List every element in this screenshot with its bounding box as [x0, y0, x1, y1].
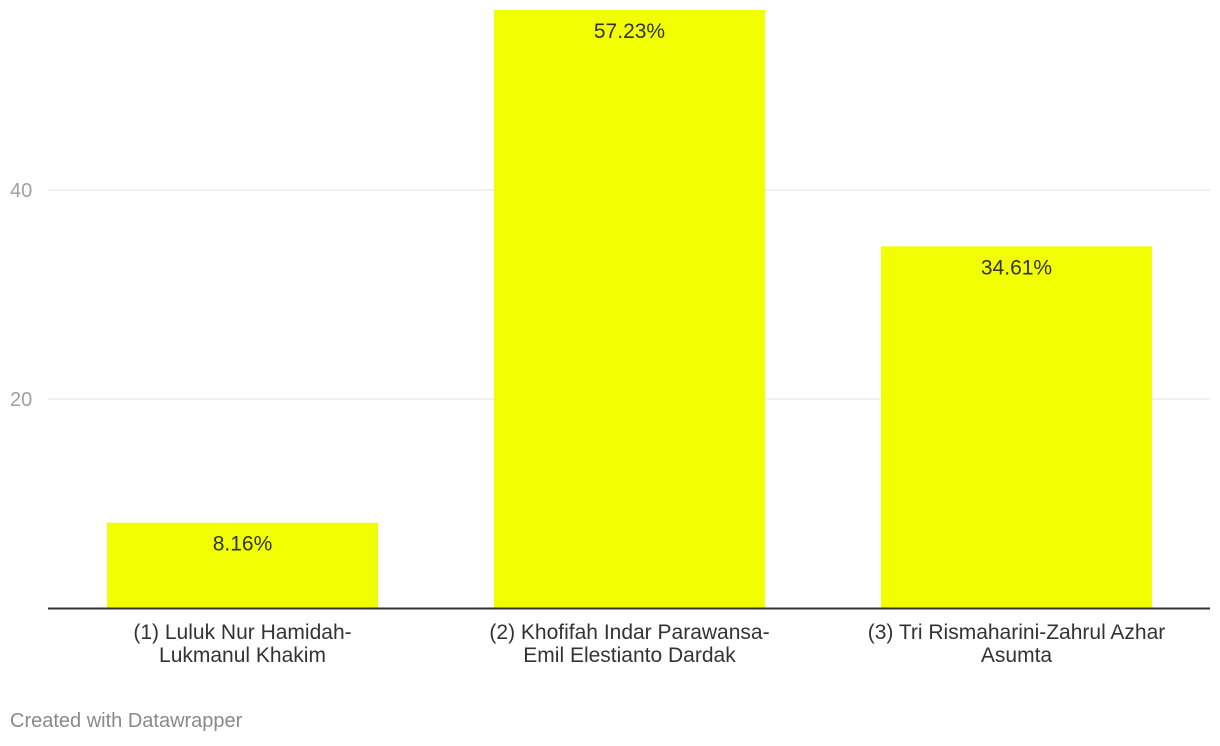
bars — [107, 10, 1152, 608]
y-tick-label-40: 40 — [10, 180, 32, 202]
credit-text: Created with Datawrapper — [10, 710, 243, 732]
y-tick-label-20: 20 — [10, 389, 32, 411]
x-tick-label-3-line-1: (3) Tri Rismaharini-Zahrul Azhar — [868, 621, 1166, 644]
data-label-2: 57.23% — [594, 20, 665, 43]
bar-1 — [107, 522, 378, 608]
x-tick-label-1-line-2: Lukmanul Khakim — [159, 644, 326, 667]
x-tick-label-2-line-2: Emil Elestianto Dardak — [523, 644, 736, 667]
data-label-1: 8.16% — [213, 533, 273, 556]
data-label-3: 34.61% — [981, 256, 1052, 279]
x-tick-label-2-line-1: (2) Khofifah Indar Parawansa- — [489, 621, 769, 644]
bar-2 — [494, 10, 765, 608]
x-tick-label-3-line-2: Asumta — [981, 644, 1053, 667]
x-tick-label-1-line-1: (1) Luluk Nur Hamidah- — [133, 621, 351, 644]
labels: 8.16% (1) Luluk Nur Hamidah-Lukmanul Khak… — [133, 20, 1165, 667]
bar-3 — [881, 246, 1152, 608]
